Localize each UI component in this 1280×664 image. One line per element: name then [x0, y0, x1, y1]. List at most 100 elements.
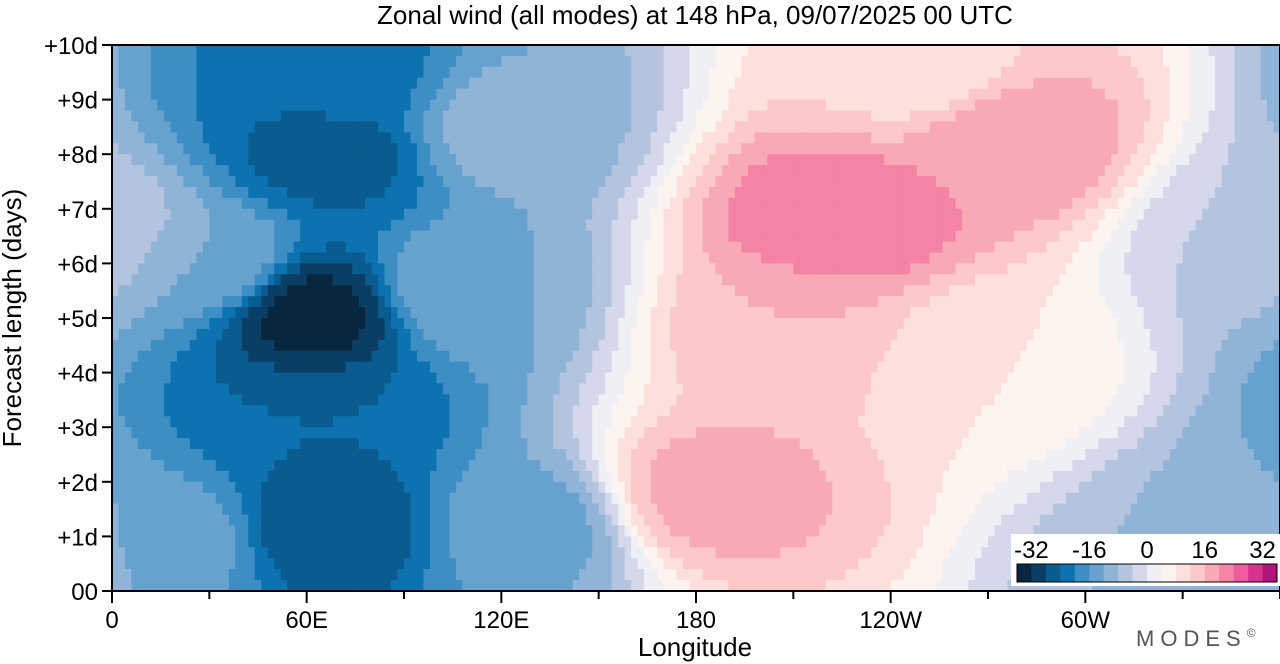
field-cell — [890, 285, 898, 297]
field-cell — [1228, 252, 1236, 264]
field-cell — [624, 252, 632, 264]
field-cell — [650, 230, 658, 243]
field-cell — [871, 154, 879, 166]
field-cell — [352, 339, 360, 352]
field-cell — [1156, 241, 1164, 254]
field-cell — [215, 339, 223, 352]
field-cell — [631, 66, 639, 79]
field-cell — [267, 339, 275, 352]
field-cell — [864, 318, 872, 330]
field-cell — [1091, 99, 1099, 112]
field-cell — [670, 77, 678, 90]
field-cell — [1169, 285, 1177, 297]
field-cell — [254, 186, 262, 199]
field-cell — [955, 88, 963, 101]
field-cell — [605, 307, 613, 319]
field-cell — [1215, 328, 1223, 341]
field-cell — [728, 88, 736, 101]
field-cell — [371, 143, 379, 155]
field-cell — [903, 45, 911, 57]
field-cell — [1098, 241, 1106, 254]
field-cell — [176, 197, 184, 210]
field-cell — [910, 241, 918, 254]
field-cell — [825, 318, 833, 330]
field-cell — [261, 77, 269, 90]
field-cell — [702, 143, 710, 155]
field-cell — [1234, 186, 1242, 199]
field-cell — [416, 230, 425, 243]
field-cell — [1091, 252, 1099, 264]
field-cell — [215, 307, 223, 319]
field-cell — [118, 132, 126, 144]
field-cell — [183, 99, 191, 112]
field-cell — [118, 263, 126, 275]
field-cell — [404, 66, 412, 79]
field-cell — [1007, 241, 1015, 254]
field-cell — [540, 121, 548, 133]
field-cell — [1000, 110, 1009, 123]
field-cell — [228, 263, 236, 275]
field-cell — [274, 176, 282, 188]
field-cell — [754, 252, 762, 264]
field-cell — [189, 143, 197, 155]
field-cell — [533, 339, 541, 352]
field-cell — [637, 154, 645, 166]
field-cell — [1000, 88, 1009, 101]
field-cell — [689, 230, 697, 243]
field-cell — [936, 263, 944, 275]
field-cell — [1013, 307, 1022, 319]
field-cell — [215, 176, 223, 188]
field-cell — [462, 186, 470, 199]
field-cell — [728, 77, 736, 90]
field-cell — [1247, 230, 1255, 243]
field-cell — [488, 66, 496, 79]
field-cell — [481, 99, 489, 112]
field-cell — [501, 88, 509, 101]
field-cell — [215, 230, 223, 243]
field-cell — [423, 274, 431, 286]
field-cell — [1013, 45, 1022, 57]
field-cell — [702, 45, 710, 57]
field-cell — [365, 143, 373, 155]
field-cell — [559, 154, 567, 166]
field-cell — [280, 318, 288, 330]
field-cell — [397, 132, 405, 144]
field-cell — [1221, 55, 1229, 68]
field-cell — [851, 219, 859, 232]
field-cell — [176, 66, 184, 79]
field-cell — [1000, 165, 1009, 177]
field-cell — [1202, 328, 1210, 341]
field-cell — [352, 154, 360, 166]
field-cell — [215, 121, 223, 133]
field-cell — [1052, 45, 1060, 57]
field-cell — [1143, 154, 1151, 166]
field-cell — [163, 88, 171, 101]
field-cell — [994, 241, 1002, 254]
field-cell — [442, 263, 451, 275]
field-cell — [773, 219, 781, 232]
field-cell — [501, 165, 509, 177]
field-cell — [462, 132, 470, 144]
field-cell — [533, 230, 541, 243]
field-cell — [942, 296, 950, 308]
field-cell — [1130, 77, 1138, 90]
field-cell — [1273, 186, 1280, 199]
field-cell — [767, 99, 775, 112]
field-cell — [910, 307, 918, 319]
field-cell — [1228, 208, 1236, 221]
field-cell — [598, 110, 606, 123]
field-cell — [851, 110, 859, 123]
field-cell — [209, 165, 217, 177]
field-cell — [825, 143, 833, 155]
field-cell — [572, 176, 580, 188]
field-cell — [274, 77, 282, 90]
field-cell — [793, 99, 801, 112]
field-cell — [1267, 186, 1275, 199]
field-cell — [760, 263, 768, 275]
field-cell — [345, 208, 353, 221]
field-cell — [215, 208, 223, 221]
field-cell — [773, 252, 781, 264]
field-cell — [507, 45, 515, 57]
field-cell — [702, 208, 710, 221]
field-cell — [910, 154, 918, 166]
